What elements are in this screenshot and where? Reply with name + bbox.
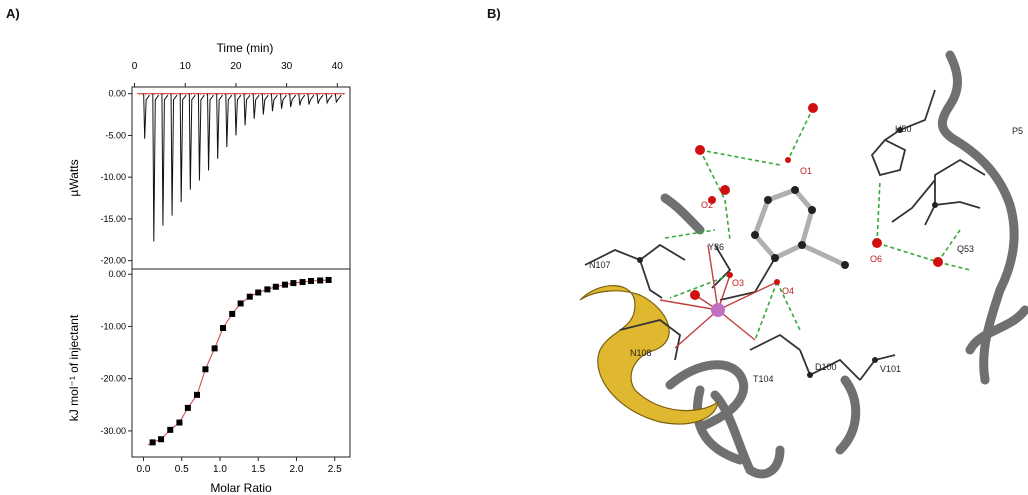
isotherm-x-tick-label: 1.0 bbox=[213, 464, 227, 475]
thermogram-y-tick-label: 0.00 bbox=[108, 89, 126, 99]
residue-label-n108: N108 bbox=[630, 348, 652, 358]
atom-labels: O1 O2 O3 O4 O6 bbox=[701, 166, 882, 296]
thermogram-injection-peak bbox=[207, 93, 214, 171]
helix-ribbon bbox=[579, 285, 719, 425]
thermogram-injection-peak bbox=[216, 93, 224, 159]
thermogram-x-tick-label: 30 bbox=[281, 61, 293, 72]
thermogram-x-tick-label: 40 bbox=[332, 61, 344, 72]
isotherm-data-point bbox=[237, 300, 244, 307]
isotherm-frame bbox=[131, 268, 351, 458]
isotherm-data-point bbox=[220, 325, 227, 332]
thermogram-injection-peak bbox=[334, 93, 342, 104]
isotherm-data-point bbox=[202, 366, 209, 373]
thermogram-y-tick-label: -15.00 bbox=[100, 214, 126, 224]
isotherm-data-point bbox=[255, 289, 262, 296]
thermogram-injection-peak bbox=[298, 93, 306, 106]
thermogram-injection-peak bbox=[261, 93, 269, 115]
thermogram-injection-peak bbox=[161, 93, 169, 226]
panel-a-label: A) bbox=[6, 6, 20, 21]
thermogram-injection-peak bbox=[280, 93, 287, 109]
thermogram-y-label: µWatts bbox=[67, 159, 81, 196]
binding-site-structure: H50 P5 Y36 N107 N108 Q53 T104 D100 V101 … bbox=[579, 50, 1028, 479]
thermogram-injection-peak bbox=[316, 93, 324, 104]
thermogram-injection-peak bbox=[143, 93, 151, 139]
thermogram-injection-peak bbox=[225, 93, 233, 148]
atom-label-o4: O4 bbox=[782, 286, 794, 296]
thermogram-injection-peak bbox=[197, 93, 205, 181]
thermogram-injection-peak bbox=[188, 93, 196, 190]
thermogram-y-tick-label: -20.00 bbox=[100, 256, 126, 266]
isotherm-data-point bbox=[158, 436, 165, 443]
isotherm-y-tick-label: -10.00 bbox=[100, 321, 126, 331]
isotherm-data-point bbox=[167, 426, 174, 433]
residue-label-v101: V101 bbox=[880, 364, 901, 374]
isotherm-data-point bbox=[281, 281, 288, 288]
thermogram-injection-peak bbox=[307, 93, 315, 105]
isotherm-plot: Molar Ratio kJ mol⁻¹ of injectant 0.0 0.5… bbox=[67, 268, 351, 495]
isotherm-data-point bbox=[317, 277, 324, 284]
thermogram-x-tick-label: 20 bbox=[230, 61, 242, 72]
isotherm-data-point bbox=[290, 280, 297, 287]
atom-label-o2: O2 bbox=[701, 200, 713, 210]
isotherm-x-tick-label: 0.0 bbox=[137, 464, 151, 475]
residue-label-d100: D100 bbox=[815, 362, 837, 372]
isotherm-y-label: kJ mol⁻¹ of injectant bbox=[67, 314, 81, 421]
isotherm-data-point bbox=[176, 419, 183, 426]
hydrogen-bonds bbox=[664, 107, 971, 341]
residue-label-h50: H50 bbox=[895, 124, 912, 134]
atom-label-o1: O1 bbox=[800, 166, 812, 176]
isotherm-fit-line bbox=[147, 279, 329, 446]
residue-labels: H50 P5 Y36 N107 N108 Q53 T104 D100 V101 bbox=[589, 124, 1023, 384]
isotherm-data-point bbox=[307, 278, 314, 285]
thermogram-injection-peak bbox=[252, 93, 260, 119]
thermogram-injection-peak bbox=[325, 93, 333, 105]
isotherm-data-point bbox=[272, 283, 279, 290]
thermogram-plot: Time (min) µWatts 0 10 20 30 40 0.00 -5.00 -10.… bbox=[67, 41, 351, 270]
thermogram-injection-peak bbox=[270, 93, 278, 112]
thermogram-x-label: Time (min) bbox=[217, 41, 274, 55]
residue-label-t104: T104 bbox=[753, 374, 774, 384]
isotherm-data-point bbox=[194, 391, 201, 398]
isotherm-data-point bbox=[184, 404, 191, 411]
isotherm-y-tick-label: 0.00 bbox=[108, 269, 126, 279]
thermogram-y-tick-label: -10.00 bbox=[100, 172, 126, 182]
thermogram-injection-peak bbox=[243, 93, 251, 126]
isotherm-x-tick-label: 2.0 bbox=[290, 464, 304, 475]
thermogram-injection-peak bbox=[234, 93, 242, 136]
metal-ion bbox=[711, 303, 725, 317]
isotherm-data-point bbox=[229, 310, 236, 317]
thermogram-x-tick-label: 0 bbox=[132, 61, 138, 72]
isotherm-x-tick-label: 2.5 bbox=[328, 464, 342, 475]
isotherm-data-point bbox=[299, 279, 306, 286]
panel-b-label: B) bbox=[487, 6, 501, 21]
residue-label-n107: N107 bbox=[589, 260, 611, 270]
residue-label-y36: Y36 bbox=[708, 242, 724, 252]
thermogram-injection-peak bbox=[179, 93, 187, 203]
thermogram-injection-peak bbox=[170, 93, 178, 216]
thermogram-x-tick-label: 10 bbox=[180, 61, 192, 72]
isotherm-y-tick-label: -20.00 bbox=[100, 374, 126, 384]
residue-label-p5: P5 bbox=[1012, 126, 1023, 136]
isotherm-data-point bbox=[246, 293, 253, 300]
residue-label-q53: Q53 bbox=[957, 244, 974, 254]
atom-label-o3: O3 bbox=[732, 278, 744, 288]
thermogram-y-tick-label: -5.00 bbox=[105, 130, 126, 140]
isotherm-x-tick-label: 1.5 bbox=[251, 464, 265, 475]
isotherm-data-point bbox=[325, 276, 332, 283]
isotherm-y-tick-label: -30.00 bbox=[100, 426, 126, 436]
itc-figure: Time (min) µWatts 0 10 20 30 40 0.00 -5.00 -10.… bbox=[67, 41, 351, 495]
isotherm-x-tick-label: 0.5 bbox=[175, 464, 189, 475]
atom-label-o6: O6 bbox=[870, 254, 882, 264]
isotherm-data-point bbox=[264, 286, 271, 293]
oxygen-atoms bbox=[690, 103, 943, 300]
protein-coil bbox=[660, 50, 1028, 479]
isotherm-data-point bbox=[211, 345, 218, 352]
thermogram-injection-peak bbox=[152, 93, 160, 242]
isotherm-x-label: Molar Ratio bbox=[210, 481, 272, 495]
carbon-atoms bbox=[637, 127, 938, 378]
thermogram-injection-peak bbox=[289, 93, 297, 108]
isotherm-data-point bbox=[149, 439, 156, 446]
